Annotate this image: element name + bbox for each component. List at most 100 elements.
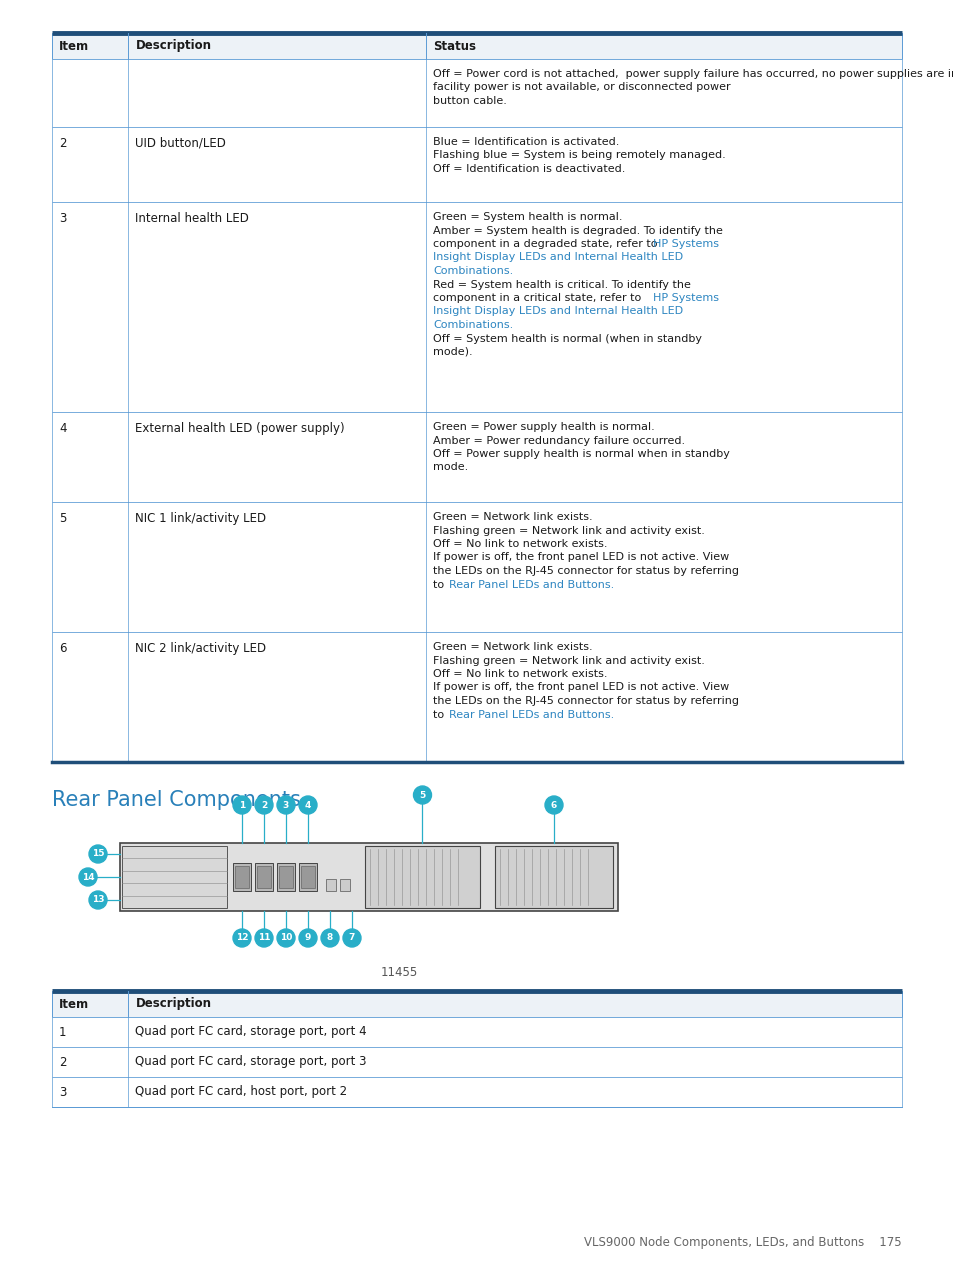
Text: Rear Panel LEDs and Buttons.: Rear Panel LEDs and Buttons. xyxy=(449,580,614,590)
Circle shape xyxy=(89,845,107,863)
Text: 4: 4 xyxy=(305,801,311,810)
Text: Green = System health is normal.: Green = System health is normal. xyxy=(433,212,622,222)
Bar xyxy=(298,863,316,891)
Bar xyxy=(339,880,350,891)
Text: Amber = System health is degraded. To identify the: Amber = System health is degraded. To id… xyxy=(433,225,722,235)
Text: Red = System health is critical. To identify the: Red = System health is critical. To iden… xyxy=(433,280,690,290)
Bar xyxy=(52,1017,901,1047)
Text: mode).: mode). xyxy=(433,347,472,357)
Text: Off = Identification is deactivated.: Off = Identification is deactivated. xyxy=(433,164,625,174)
Bar xyxy=(52,33,901,58)
Circle shape xyxy=(413,785,431,805)
Text: mode.: mode. xyxy=(433,463,468,473)
Text: 4: 4 xyxy=(59,422,67,435)
Bar xyxy=(52,1047,901,1077)
Text: Green = Power supply health is normal.: Green = Power supply health is normal. xyxy=(433,422,654,432)
Text: 9: 9 xyxy=(305,933,311,943)
Text: Item: Item xyxy=(59,39,89,52)
Circle shape xyxy=(276,929,294,947)
Bar xyxy=(52,1077,901,1107)
Circle shape xyxy=(79,868,97,886)
Text: HP Systems: HP Systems xyxy=(652,239,719,249)
Bar xyxy=(52,58,901,127)
Bar xyxy=(234,866,249,888)
Circle shape xyxy=(233,796,251,813)
Text: Flashing green = Network link and activity exist.: Flashing green = Network link and activi… xyxy=(433,525,704,535)
Text: Off = Power cord is not attached,  power supply failure has occurred, no power s: Off = Power cord is not attached, power … xyxy=(433,69,953,79)
Text: 7: 7 xyxy=(349,933,355,943)
Text: the LEDs on the RJ-45 connector for status by referring: the LEDs on the RJ-45 connector for stat… xyxy=(433,697,739,705)
Text: If power is off, the front panel LED is not active. View: If power is off, the front panel LED is … xyxy=(433,683,728,693)
Text: 2: 2 xyxy=(260,801,267,810)
Text: 3: 3 xyxy=(283,801,289,810)
Bar xyxy=(52,632,901,763)
Text: the LEDs on the RJ-45 connector for status by referring: the LEDs on the RJ-45 connector for stat… xyxy=(433,566,739,576)
Text: Flashing green = Network link and activity exist.: Flashing green = Network link and activi… xyxy=(433,656,704,666)
Bar xyxy=(52,202,901,412)
Text: Description: Description xyxy=(135,39,212,52)
Text: Description: Description xyxy=(135,998,212,1010)
Text: UID button/LED: UID button/LED xyxy=(135,137,226,150)
Text: Combinations.: Combinations. xyxy=(433,320,513,330)
Bar xyxy=(495,846,613,907)
Bar xyxy=(256,866,271,888)
Text: HP Systems: HP Systems xyxy=(652,294,719,302)
Circle shape xyxy=(233,929,251,947)
Text: 14: 14 xyxy=(82,872,94,882)
Text: 5: 5 xyxy=(59,512,67,525)
Bar xyxy=(233,863,251,891)
Text: 6: 6 xyxy=(550,801,557,810)
Text: Off = No link to network exists.: Off = No link to network exists. xyxy=(433,539,607,549)
Text: 12: 12 xyxy=(235,933,248,943)
Text: Blue = Identification is activated.: Blue = Identification is activated. xyxy=(433,137,618,147)
Bar xyxy=(52,991,901,1017)
Circle shape xyxy=(254,929,273,947)
Text: If power is off, the front panel LED is not active. View: If power is off, the front panel LED is … xyxy=(433,553,728,563)
Text: 13: 13 xyxy=(91,896,104,905)
Text: button cable.: button cable. xyxy=(433,97,506,105)
Text: Green = Network link exists.: Green = Network link exists. xyxy=(433,642,592,652)
Text: Quad port FC card, storage port, port 4: Quad port FC card, storage port, port 4 xyxy=(135,1026,367,1038)
Text: 2: 2 xyxy=(59,1055,67,1069)
Text: NIC 2 link/activity LED: NIC 2 link/activity LED xyxy=(135,642,266,655)
Text: Combinations.: Combinations. xyxy=(433,266,513,276)
Text: Status: Status xyxy=(433,39,476,52)
Circle shape xyxy=(298,796,316,813)
Bar xyxy=(52,412,901,502)
Circle shape xyxy=(89,891,107,909)
Text: Insight Display LEDs and Internal Health LED: Insight Display LEDs and Internal Health… xyxy=(433,306,682,316)
Text: 5: 5 xyxy=(419,791,425,799)
Text: 2: 2 xyxy=(59,137,67,150)
Text: 11455: 11455 xyxy=(380,966,417,979)
Text: 8: 8 xyxy=(327,933,333,943)
Text: 6: 6 xyxy=(59,642,67,655)
Text: 3: 3 xyxy=(59,212,67,225)
Text: 1: 1 xyxy=(238,801,245,810)
Text: 11: 11 xyxy=(257,933,270,943)
Circle shape xyxy=(298,929,316,947)
Text: 3: 3 xyxy=(59,1085,67,1098)
Bar xyxy=(254,863,273,891)
Text: NIC 1 link/activity LED: NIC 1 link/activity LED xyxy=(135,512,266,525)
Text: Quad port FC card, host port, port 2: Quad port FC card, host port, port 2 xyxy=(135,1085,347,1098)
Bar xyxy=(52,502,901,632)
Text: Rear Panel LEDs and Buttons.: Rear Panel LEDs and Buttons. xyxy=(449,709,614,719)
Bar xyxy=(326,880,335,891)
Circle shape xyxy=(254,796,273,813)
Circle shape xyxy=(276,796,294,813)
Text: 15: 15 xyxy=(91,849,104,858)
Text: Internal health LED: Internal health LED xyxy=(135,212,249,225)
Text: Off = No link to network exists.: Off = No link to network exists. xyxy=(433,669,607,679)
Text: component in a critical state, refer to: component in a critical state, refer to xyxy=(433,294,644,302)
Text: VLS9000 Node Components, LEDs, and Buttons    175: VLS9000 Node Components, LEDs, and Butto… xyxy=(584,1235,901,1249)
Text: Flashing blue = System is being remotely managed.: Flashing blue = System is being remotely… xyxy=(433,150,725,160)
Text: External health LED (power supply): External health LED (power supply) xyxy=(135,422,345,435)
Text: to: to xyxy=(433,709,447,719)
Circle shape xyxy=(343,929,360,947)
Text: Amber = Power redundancy failure occurred.: Amber = Power redundancy failure occurre… xyxy=(433,436,684,446)
Circle shape xyxy=(544,796,562,813)
Text: to: to xyxy=(433,580,447,590)
Text: 10: 10 xyxy=(279,933,292,943)
Text: 1: 1 xyxy=(59,1026,67,1038)
Bar xyxy=(278,866,293,888)
